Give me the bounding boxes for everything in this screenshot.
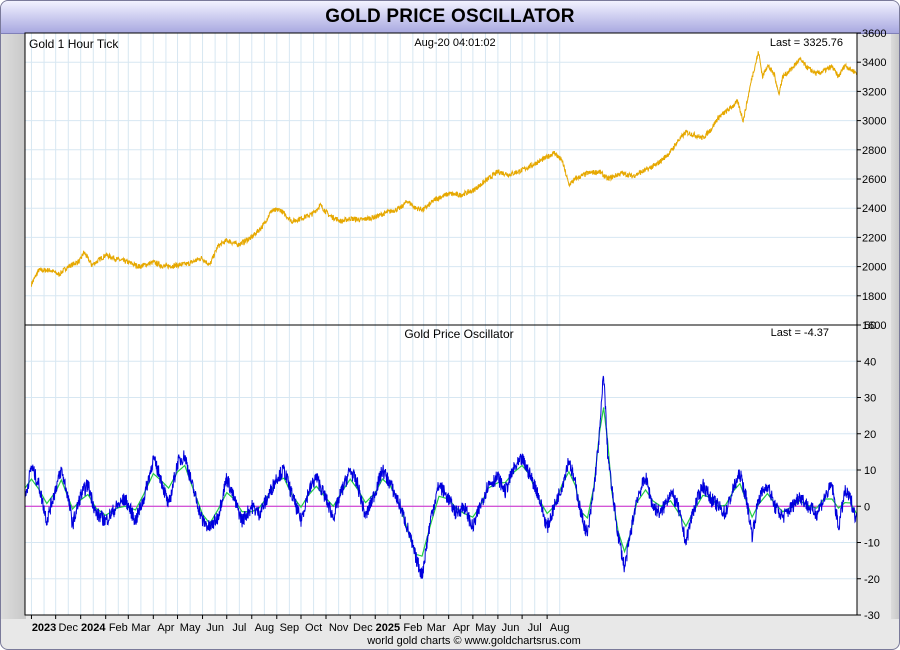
y-tick-label: 3200 [862, 86, 886, 98]
y-tick-label: 2000 [862, 262, 886, 274]
y-tick-label: 30 [864, 393, 876, 405]
y-tick-label: 2200 [862, 232, 886, 244]
page-title: GOLD PRICE OSCILLATOR [1, 1, 899, 34]
y-tick-label: 50 [864, 320, 876, 332]
oscillator-y-axis: -30 -20 -10 0 10 20 30 40 50 [857, 320, 880, 622]
x-tick-label: Sep [280, 622, 300, 634]
x-tick-label: Apr [453, 622, 470, 634]
x-tick-label: Nov [329, 622, 349, 634]
x-tick-label: Feb [109, 622, 128, 634]
y-tick-label: 40 [864, 356, 876, 368]
y-tick-label: 10 [864, 465, 876, 477]
y-tick-label: -10 [864, 538, 880, 550]
x-tick-label: May [475, 622, 496, 634]
plot-border [24, 32, 858, 616]
x-tick-label: Aug [550, 622, 570, 634]
y-tick-label: -20 [864, 574, 880, 586]
x-tick-label: May [180, 622, 201, 634]
x-tick-label: Dec [58, 622, 78, 634]
x-tick-label: Aug [255, 622, 275, 634]
x-tick-label: Mar [131, 622, 150, 634]
oscillator-chart-title: Gold Price Oscillator [404, 327, 513, 341]
y-tick-label: 1800 [862, 291, 886, 303]
y-tick-label: 2800 [862, 145, 886, 157]
x-tick-label: Oct [305, 622, 322, 634]
y-tick-label: 0 [864, 501, 870, 513]
x-tick-label: Jul [232, 622, 246, 634]
x-tick-label: 2023 [32, 622, 56, 634]
plot-background [25, 33, 857, 615]
right-margin [891, 34, 899, 619]
y-tick-label: 1600 [862, 320, 886, 332]
price-chart-title: Gold 1 Hour Tick [29, 37, 119, 51]
x-tick-label: Jul [528, 622, 542, 634]
y-tick-label: 3400 [862, 57, 886, 69]
x-axis: 2023 Dec 2024 Feb Mar Apr May Jun Jul Aug Sep Oct No… [30, 615, 570, 634]
price-last-value: Last = 3325.76 [770, 37, 843, 49]
price-timestamp: Aug-20 04:01:02 [414, 37, 495, 49]
y-tick-label: 2600 [862, 174, 886, 186]
left-margin [1, 34, 26, 619]
price-y-axis: 1600 1800 2000 2200 2400 2600 2800 3000 3200 3400… [857, 28, 886, 332]
price-series [31, 51, 858, 287]
price-line [31, 51, 858, 287]
oscillator-series [24, 375, 858, 579]
oscillator-line [24, 375, 858, 579]
y-tick-label: 3600 [862, 28, 886, 40]
y-tick-label: 2400 [862, 203, 886, 215]
x-tick-label: Mar [427, 622, 446, 634]
x-tick-label: Feb [403, 622, 422, 634]
x-tick-label: 2024 [81, 622, 106, 634]
y-tick-label: 20 [864, 429, 876, 441]
x-tick-label: Jun [502, 622, 520, 634]
oscillator-last-value: Last = -4.37 [771, 327, 829, 339]
y-tick-label: -30 [864, 610, 880, 622]
x-tick-label: 2025 [376, 622, 400, 634]
x-tick-label: Apr [157, 622, 174, 634]
x-tick-label: Jun [206, 622, 224, 634]
x-tick-label: Dec [353, 622, 373, 634]
y-tick-label: 3000 [862, 116, 886, 128]
footer-credit: world gold charts © www.goldchartsrus.co… [366, 635, 581, 647]
